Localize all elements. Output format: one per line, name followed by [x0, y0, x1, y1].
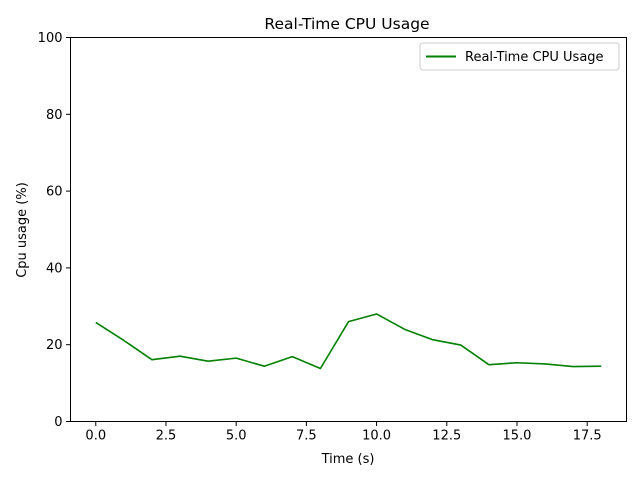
data-point: [292, 356, 294, 358]
x-tick-label: 12.5: [432, 429, 461, 444]
chart-title: Real-Time CPU Usage: [264, 15, 429, 33]
x-tick-label: 5.0: [226, 429, 247, 444]
plot-frame: [70, 37, 627, 422]
y-tick-label: 40: [46, 261, 63, 276]
data-point: [207, 360, 209, 362]
series-line: [95, 313, 602, 370]
legend-label: Real-Time CPU Usage: [465, 50, 604, 65]
y-tick-label: 100: [38, 31, 63, 46]
data-point: [516, 362, 518, 364]
data-point: [95, 322, 97, 324]
y-tick-label: 20: [46, 338, 63, 353]
data-point: [235, 357, 237, 359]
y-tick-label: 80: [46, 108, 63, 123]
x-tick-label: 17.5: [573, 429, 602, 444]
y-tick-label: 60: [46, 185, 63, 200]
data-point: [123, 340, 125, 342]
data-point: [320, 368, 322, 370]
data-point: [404, 329, 406, 331]
data-point: [488, 364, 490, 366]
data-point: [572, 366, 574, 368]
x-tick-label: 10.0: [362, 429, 391, 444]
legend-box: [419, 42, 620, 71]
data-point: [263, 365, 265, 367]
data-point: [600, 365, 602, 367]
legend: Real-Time CPU Usage: [419, 42, 620, 71]
data-point: [179, 355, 181, 357]
y-tick-label: 0: [54, 415, 62, 430]
x-tick-label: 15.0: [503, 429, 532, 444]
data-point: [376, 313, 378, 315]
x-tick-label: 0.0: [85, 429, 106, 444]
data-point: [460, 344, 462, 346]
y-axis-label: Cpu usage (%): [15, 182, 30, 278]
data-point: [348, 321, 350, 323]
data-point: [432, 339, 434, 341]
x-tick-label: 2.5: [156, 429, 177, 444]
x-tick-label: 7.5: [296, 429, 317, 444]
data-point: [544, 363, 546, 365]
data-point: [151, 359, 153, 361]
x-axis-label: Time (s): [321, 452, 375, 467]
